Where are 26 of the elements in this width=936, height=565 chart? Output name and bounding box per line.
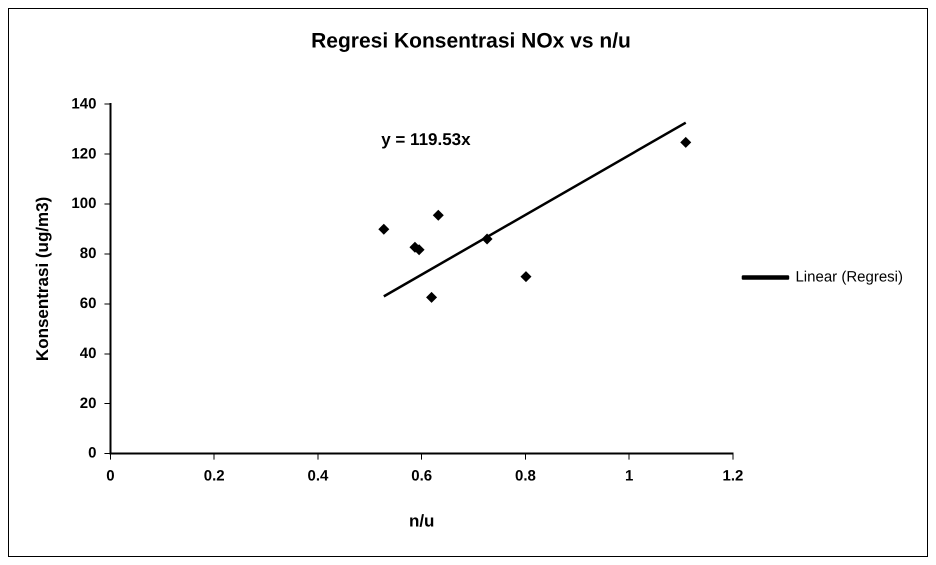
x-axis-title: n/u	[408, 511, 434, 530]
x-tick-label: 0.2	[204, 468, 225, 485]
y-tick-label: 140	[71, 95, 96, 112]
point	[432, 210, 444, 221]
x-tick-label: 0	[106, 468, 115, 485]
y-tick-label: 80	[80, 245, 96, 262]
y-tick-label: 40	[80, 344, 96, 362]
point	[680, 136, 692, 148]
chart-title: Regresi Konsentrasi NOx vs n/u	[311, 29, 631, 52]
x-tick-label: 0.8	[515, 468, 536, 485]
x-tick-label: 1.2	[722, 468, 744, 485]
annotation: y = 119.53x	[381, 130, 472, 149]
y-tick-label: 60	[80, 295, 96, 312]
x-tick-label: 0.6	[411, 468, 432, 485]
x-tick-label: 1	[625, 468, 634, 485]
point	[426, 292, 438, 303]
y-tick-label: 120	[71, 145, 96, 162]
y-tick-label: 100	[71, 195, 96, 212]
x-tick-label: 0.4	[308, 468, 330, 485]
y-tick-label: 20	[80, 394, 96, 412]
legend-label: Linear (Regresi)	[795, 268, 904, 286]
y-axis-title: Konsentrasi (ug/m3)	[32, 196, 52, 362]
point	[378, 224, 390, 235]
point	[520, 271, 532, 282]
point	[482, 233, 493, 244]
y-tick-label: 0	[88, 444, 96, 462]
